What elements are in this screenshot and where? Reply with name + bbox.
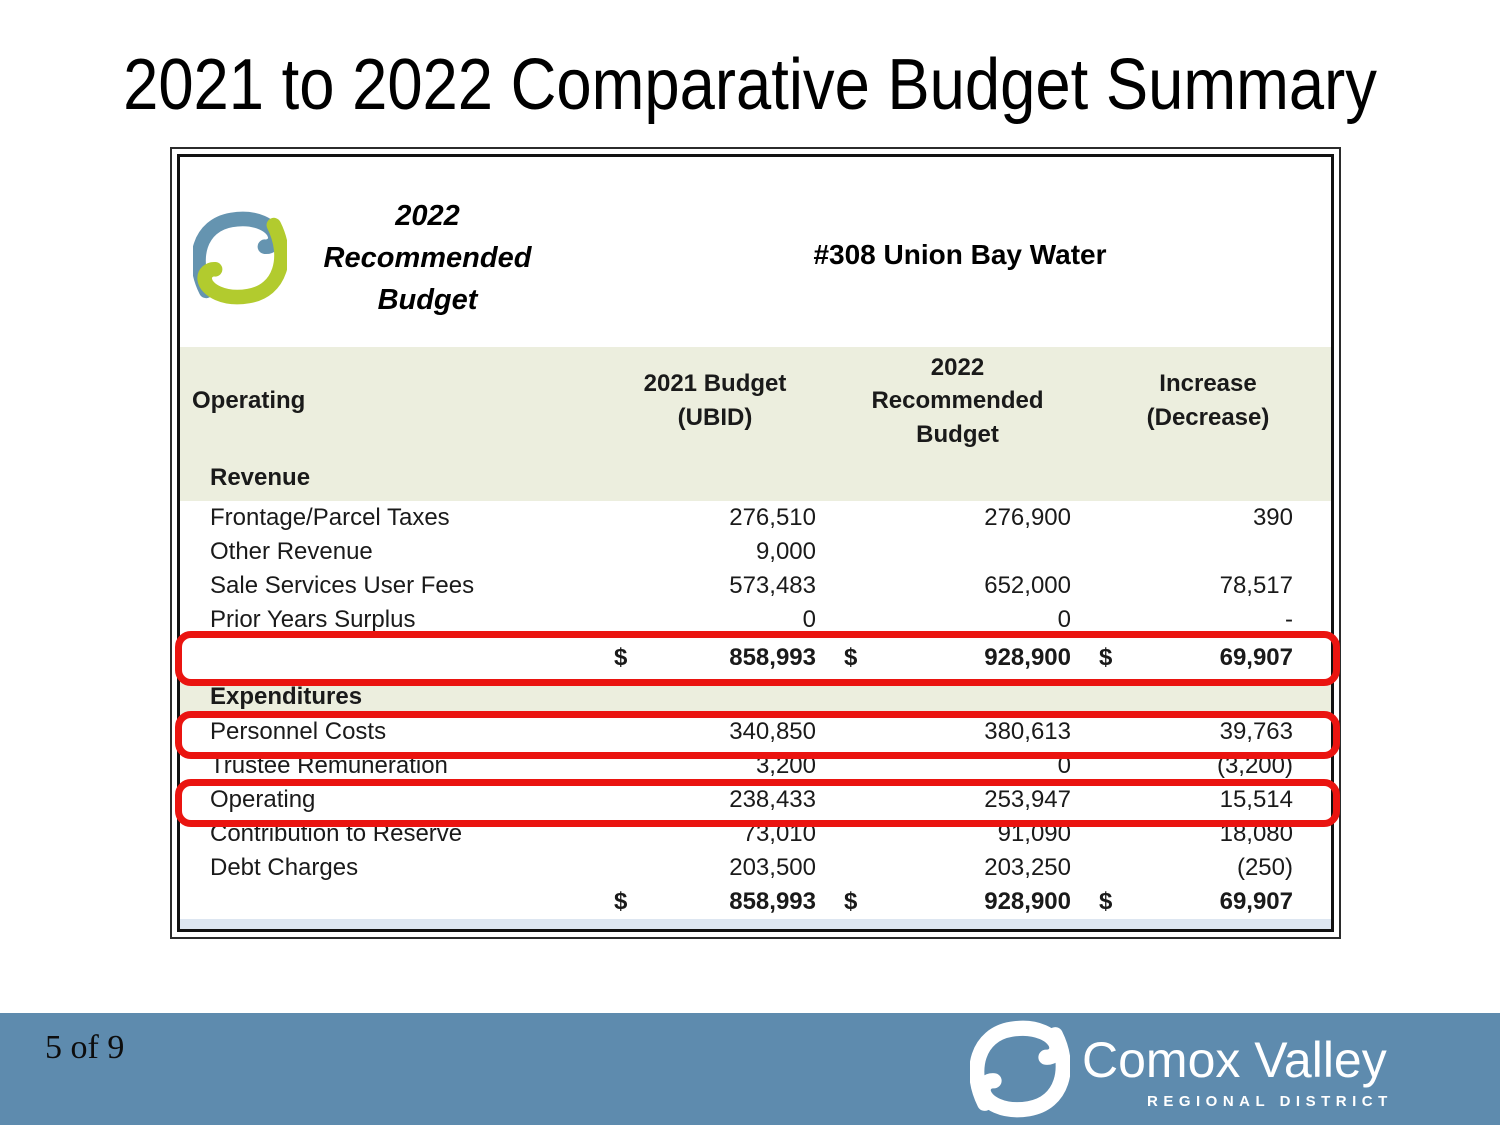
table-cell: 253,947 xyxy=(984,786,1071,813)
table-row: Frontage/Parcel Taxes 276,510 276,900 390 xyxy=(180,501,1331,535)
budget-table: 2022 Recommended Budget #308 Union Bay W… xyxy=(177,154,1334,932)
table-cell: Sale Services User Fees xyxy=(210,572,475,599)
table-cell: 18,080 xyxy=(1219,820,1293,847)
table-cell: $ xyxy=(1099,644,1113,671)
table-cell: Trustee Remuneration xyxy=(210,752,448,779)
table-cell: Frontage/Parcel Taxes xyxy=(210,504,450,531)
table-cell: 276,900 xyxy=(984,504,1071,531)
table-cell: - xyxy=(1285,606,1293,633)
table-cell: 380,613 xyxy=(984,718,1071,745)
table-cell: 390 xyxy=(1252,504,1293,531)
table-row: Prior Years Surplus 0 0 - xyxy=(180,603,1331,637)
table-cell: 39,763 xyxy=(1219,718,1293,745)
table-cell: 928,900 xyxy=(984,888,1071,915)
cvrd-swirl-logo-icon xyxy=(193,211,287,305)
table-brand-row: 2022 Recommended Budget #308 Union Bay W… xyxy=(180,157,1331,347)
table-cell: 73,010 xyxy=(742,820,816,847)
table-cell: 69,907 xyxy=(1219,888,1293,915)
table-cell: Prior Years Surplus xyxy=(210,606,416,633)
table-cell: $ xyxy=(844,644,858,671)
table-cell: Debt Charges xyxy=(210,854,359,881)
brand-caption: 2022 Recommended Budget xyxy=(323,200,532,317)
column-header-2022-budget: 2022 Recommended Budget xyxy=(871,353,1044,448)
table-cell: Operating xyxy=(210,786,316,813)
table-cell: $ xyxy=(1099,888,1113,915)
table-row: Other Revenue 9,000 xyxy=(180,535,1331,569)
service-title: #308 Union Bay Water xyxy=(813,239,1107,270)
table-cell: 69,907 xyxy=(1219,644,1293,671)
table-row: Contribution to Reserve 73,010 91,090 18,08… xyxy=(180,817,1331,851)
table-cell: Personnel Costs xyxy=(210,718,387,745)
cvrd-swirl-logo-white-icon xyxy=(970,1020,1070,1118)
table-cell: 9,000 xyxy=(755,538,816,565)
table-row: Trustee Remuneration 3,200 0 (3,200) xyxy=(180,749,1331,783)
table-bottom-strip xyxy=(180,919,1331,929)
table-cell: 238,433 xyxy=(729,786,816,813)
table-header-band: Operating 2021 Budget (UBID) 2022 Recomm… xyxy=(180,347,1331,501)
section-header-expenditures: Expenditures xyxy=(180,679,1331,715)
table-cell: (3,200) xyxy=(1216,752,1293,779)
table-cell: 0 xyxy=(1057,606,1071,633)
column-headers: Operating 2021 Budget (UBID) 2022 Recomm… xyxy=(180,347,1331,455)
table-row: Sale Services User Fees 573,483 652,000 78,… xyxy=(180,569,1331,603)
table-cell: 203,250 xyxy=(984,854,1071,881)
total-row: $858,993 $928,900 $69,907 xyxy=(180,637,1331,679)
budget-table-frame: 2022 Recommended Budget #308 Union Bay W… xyxy=(170,147,1341,939)
table-cell: 858,993 xyxy=(729,888,816,915)
table-cell: $ xyxy=(614,888,628,915)
column-header-increase: Increase (Decrease) xyxy=(1146,370,1270,431)
slide-title: 2021 to 2022 Comparative Budget Summary xyxy=(123,45,1377,125)
footer-brand-subtitle: REGIONAL DISTRICT xyxy=(1147,1093,1393,1110)
table-cell: 928,900 xyxy=(984,644,1071,671)
table-row: Personnel Costs 340,850 380,613 39,763 xyxy=(180,715,1331,749)
table-cell: 78,517 xyxy=(1219,572,1293,599)
table-cell: 573,483 xyxy=(729,572,816,599)
table-cell: (250) xyxy=(1236,854,1293,881)
table-cell: Contribution to Reserve xyxy=(210,820,463,847)
footer-band: 5 of 9 Comox Valley REGIONAL DISTRICT xyxy=(0,1013,1500,1125)
table-row: Operating 238,433 253,947 15,514 xyxy=(180,783,1331,817)
table-cell: 203,500 xyxy=(729,854,816,881)
total-row: $858,993 $928,900 $69,907 xyxy=(180,885,1331,919)
table-cell: 15,514 xyxy=(1219,786,1293,813)
table-cell: 0 xyxy=(802,606,816,633)
table-cell: 652,000 xyxy=(984,572,1071,599)
table-cell: Other Revenue xyxy=(210,538,373,565)
page-indicator: 5 of 9 xyxy=(45,1029,125,1066)
table-cell: 276,510 xyxy=(729,504,816,531)
table-row: Debt Charges 203,500 203,250 (250) xyxy=(180,851,1331,885)
footer-brand-name: Comox Valley xyxy=(1082,1032,1387,1088)
table-cell: 3,200 xyxy=(755,752,816,779)
column-header-operating: Operating xyxy=(192,387,306,415)
table-rows: Frontage/Parcel Taxes 276,510 276,900 390 Ot… xyxy=(180,501,1331,919)
column-header-2021-budget: 2021 Budget (UBID) xyxy=(643,370,787,431)
section-header-revenue: Revenue xyxy=(210,464,311,491)
table-cell: 91,090 xyxy=(997,820,1071,847)
table-cell: 0 xyxy=(1057,752,1071,779)
table-cell: $ xyxy=(844,888,858,915)
table-cell: 340,850 xyxy=(729,718,816,745)
table-cell: $ xyxy=(614,644,628,671)
table-cell: 858,993 xyxy=(729,644,816,671)
